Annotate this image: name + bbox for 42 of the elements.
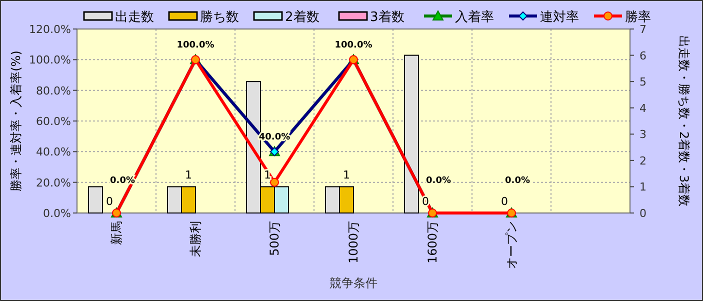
y-tick-label: 60.0% xyxy=(36,115,71,128)
legend-label: 勝率 xyxy=(625,9,651,25)
legend-label: 連対率 xyxy=(540,9,579,25)
y2-tick-label: 0 xyxy=(640,207,646,220)
y2-axis-title: 出走数・勝ち数・2着数・3着数 xyxy=(677,35,691,207)
legend-label: 3着数 xyxy=(370,9,404,25)
data-label: 100.0% xyxy=(334,40,372,51)
y-tick-label: 80.0% xyxy=(36,84,71,98)
y-axis-title: 勝率・連対率・入着率(%) xyxy=(9,50,23,192)
y-tick-label: 100.0% xyxy=(29,54,71,67)
data-label: 0 xyxy=(501,195,508,208)
x-tick-label: オープン xyxy=(504,221,518,269)
legend-label: 2着数 xyxy=(285,9,320,25)
legend-label: 入着率 xyxy=(455,9,494,25)
x-tick-label: 未勝利 xyxy=(188,221,202,257)
bar xyxy=(88,186,103,214)
x-tick-label: 新馬 xyxy=(110,221,124,245)
data-label: 1 xyxy=(343,168,350,182)
y-tick-label: 40.0% xyxy=(36,146,71,159)
x-tick-label: 1600万 xyxy=(426,221,440,264)
y-tick-label: 120.0% xyxy=(29,23,71,36)
legend-label: 勝ち数 xyxy=(200,10,239,25)
data-label: 0.0% xyxy=(505,176,530,186)
y2-tick-label: 3 xyxy=(640,128,646,142)
y2-tick-label: 5 xyxy=(640,76,646,89)
y-tick-label: 0.0% xyxy=(43,207,71,220)
data-label: 0 xyxy=(106,195,113,208)
x-tick-label: 1000万 xyxy=(346,221,360,264)
y2-tick-label: 4 xyxy=(640,102,646,115)
y-tick-label: 20.0% xyxy=(36,176,71,190)
x-axis-title: 競争条件 xyxy=(330,276,378,290)
y2-tick-label: 6 xyxy=(640,49,646,62)
bar xyxy=(404,54,419,214)
x-tick-label: 500万 xyxy=(268,221,282,256)
y2-tick-label: 1 xyxy=(640,180,646,194)
data-label: 100.0% xyxy=(176,40,214,51)
y2-tick-label: 7 xyxy=(640,23,646,36)
legend-label: 出走数 xyxy=(115,10,154,25)
y2-tick-label: 2 xyxy=(640,154,646,168)
point xyxy=(270,178,279,187)
data-label: 1 xyxy=(185,168,192,182)
data-label: 0.0% xyxy=(426,176,451,186)
